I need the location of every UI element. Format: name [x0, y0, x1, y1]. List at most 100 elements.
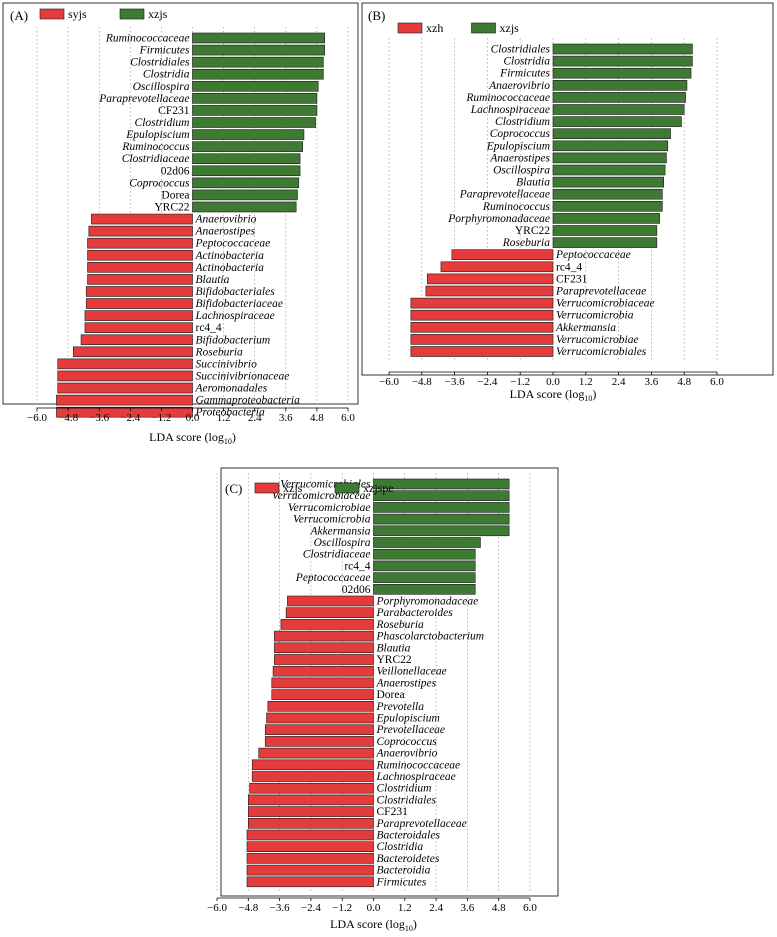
bar: [248, 817, 374, 829]
bar-label: Paraprevotellaceae: [98, 93, 189, 105]
bar: [410, 309, 554, 321]
bar-label: Phascolarctobacterium: [376, 631, 485, 643]
x-tick-label: 4.8: [677, 376, 691, 388]
bar-label: Bifidobacteriaceae: [196, 298, 284, 310]
panel-1: (B)ClostridialesClostridiaFirmicutesAnae…: [361, 2, 774, 403]
bar: [552, 188, 663, 200]
bar: [272, 665, 374, 677]
legend-label: xzjspe: [363, 481, 394, 495]
bar: [373, 513, 510, 525]
bar: [266, 712, 374, 724]
bar-label: Roseburia: [502, 237, 551, 249]
bar: [373, 583, 476, 595]
legend-swatch: [119, 8, 145, 20]
x-axis-label: LDA score (log10): [149, 430, 236, 446]
bar: [410, 334, 554, 345]
bar-label: Anaerostipes: [195, 226, 256, 238]
bar: [246, 829, 374, 841]
bar-label: Clostridia: [143, 69, 190, 81]
bar-label: Anaerostipes: [489, 152, 550, 164]
bar-label: Verrucomicrobia: [293, 514, 371, 526]
bar-label: Clostridiaceae: [122, 153, 190, 165]
bar-label: Blautia: [196, 274, 230, 286]
x-tick-label: 3.6: [645, 376, 659, 388]
panel-label: (C): [225, 481, 242, 496]
bar: [264, 736, 374, 747]
bar-label: Clostridiales: [491, 44, 551, 56]
bar-label: Ruminococcaceae: [105, 33, 190, 45]
bar: [287, 595, 374, 607]
x-tick-label: 1.2: [398, 902, 412, 914]
bar-label: Paraprevotellaceae: [376, 818, 467, 830]
bar: [192, 56, 324, 68]
bar-label: Akkermansia: [555, 322, 616, 334]
bar: [246, 853, 374, 864]
legend-label: xzjs: [148, 7, 168, 21]
bar: [267, 700, 374, 712]
bar: [280, 619, 374, 630]
x-tick-label: −4.8: [58, 412, 78, 424]
x-tick-label: −1.2: [332, 902, 352, 914]
bar-label: Firmicutes: [376, 876, 427, 888]
bar-label: Lachnospiraceae: [470, 104, 550, 116]
bar: [249, 782, 374, 794]
bar: [552, 152, 667, 164]
legend-label: xzjs: [283, 481, 303, 495]
bar: [192, 141, 303, 152]
bar-label: Porphyromonadaceae: [376, 596, 479, 608]
bar-label: Blautia: [516, 177, 550, 189]
bar-label: Aeromonadales: [195, 383, 268, 395]
bar-label: Prevotellaceae: [376, 724, 446, 736]
bar: [87, 249, 193, 261]
panel-label: (A): [10, 8, 28, 23]
bar: [87, 262, 193, 273]
bar: [410, 297, 554, 309]
x-tick-label: −1.2: [151, 412, 171, 424]
x-tick-label: 6.0: [341, 412, 355, 424]
bar-label: CF231: [377, 806, 409, 818]
bar-label: Lachnospiraceae: [195, 310, 275, 322]
bar-label: Clostridia: [503, 56, 550, 68]
bar-label: Clostridium: [377, 783, 432, 795]
bar-label: YRC22: [377, 654, 412, 666]
bar: [274, 654, 374, 665]
bar-label: Ruminococcus: [482, 201, 551, 213]
bar: [552, 104, 685, 115]
bar-label: Ruminococcaceae: [465, 92, 550, 104]
bar-label: Verrucomicrobia: [556, 310, 634, 322]
bar-label: Actinobacteria: [195, 262, 265, 274]
bar: [373, 548, 476, 560]
bar-label: YRC22: [154, 201, 189, 213]
bar-label: Clostridium: [135, 117, 190, 129]
legend-label: xzjs: [500, 21, 520, 35]
bar: [552, 92, 686, 103]
bar-label: Bacteroidia: [377, 865, 431, 877]
bar-label: Bacteroidales: [377, 830, 441, 842]
x-tick-label: 2.4: [612, 376, 626, 388]
bar: [56, 406, 193, 418]
x-tick-label: 1.2: [217, 412, 231, 424]
bar: [552, 201, 663, 212]
bar-label: Peptococcaceae: [195, 238, 271, 250]
bar-label: Clostridiales: [377, 794, 437, 806]
bar-label: Dorea: [161, 189, 189, 201]
panel-0: (A) RuminococcaceaeFirmicutesClostridiale…: [2, 2, 359, 446]
bar: [552, 164, 666, 176]
bar: [192, 32, 325, 44]
bar: [192, 80, 319, 92]
bar-label: Akkermansia: [309, 525, 370, 537]
bar: [425, 285, 554, 297]
bar: [552, 140, 669, 152]
bar-label: Verrucomicrobiae: [288, 502, 371, 514]
bar-label: Roseburia: [195, 346, 244, 358]
bar-label: Verrucomicrobiales: [556, 346, 647, 358]
bar: [87, 237, 193, 249]
bar-label: Parabacteroides: [376, 607, 454, 619]
bar: [246, 864, 374, 876]
bar: [192, 93, 318, 104]
bar: [373, 537, 481, 548]
bar: [192, 177, 300, 189]
bar-label: Epulopiscium: [486, 140, 550, 152]
bar-label: Clostridia: [377, 841, 424, 853]
bar: [192, 201, 297, 213]
